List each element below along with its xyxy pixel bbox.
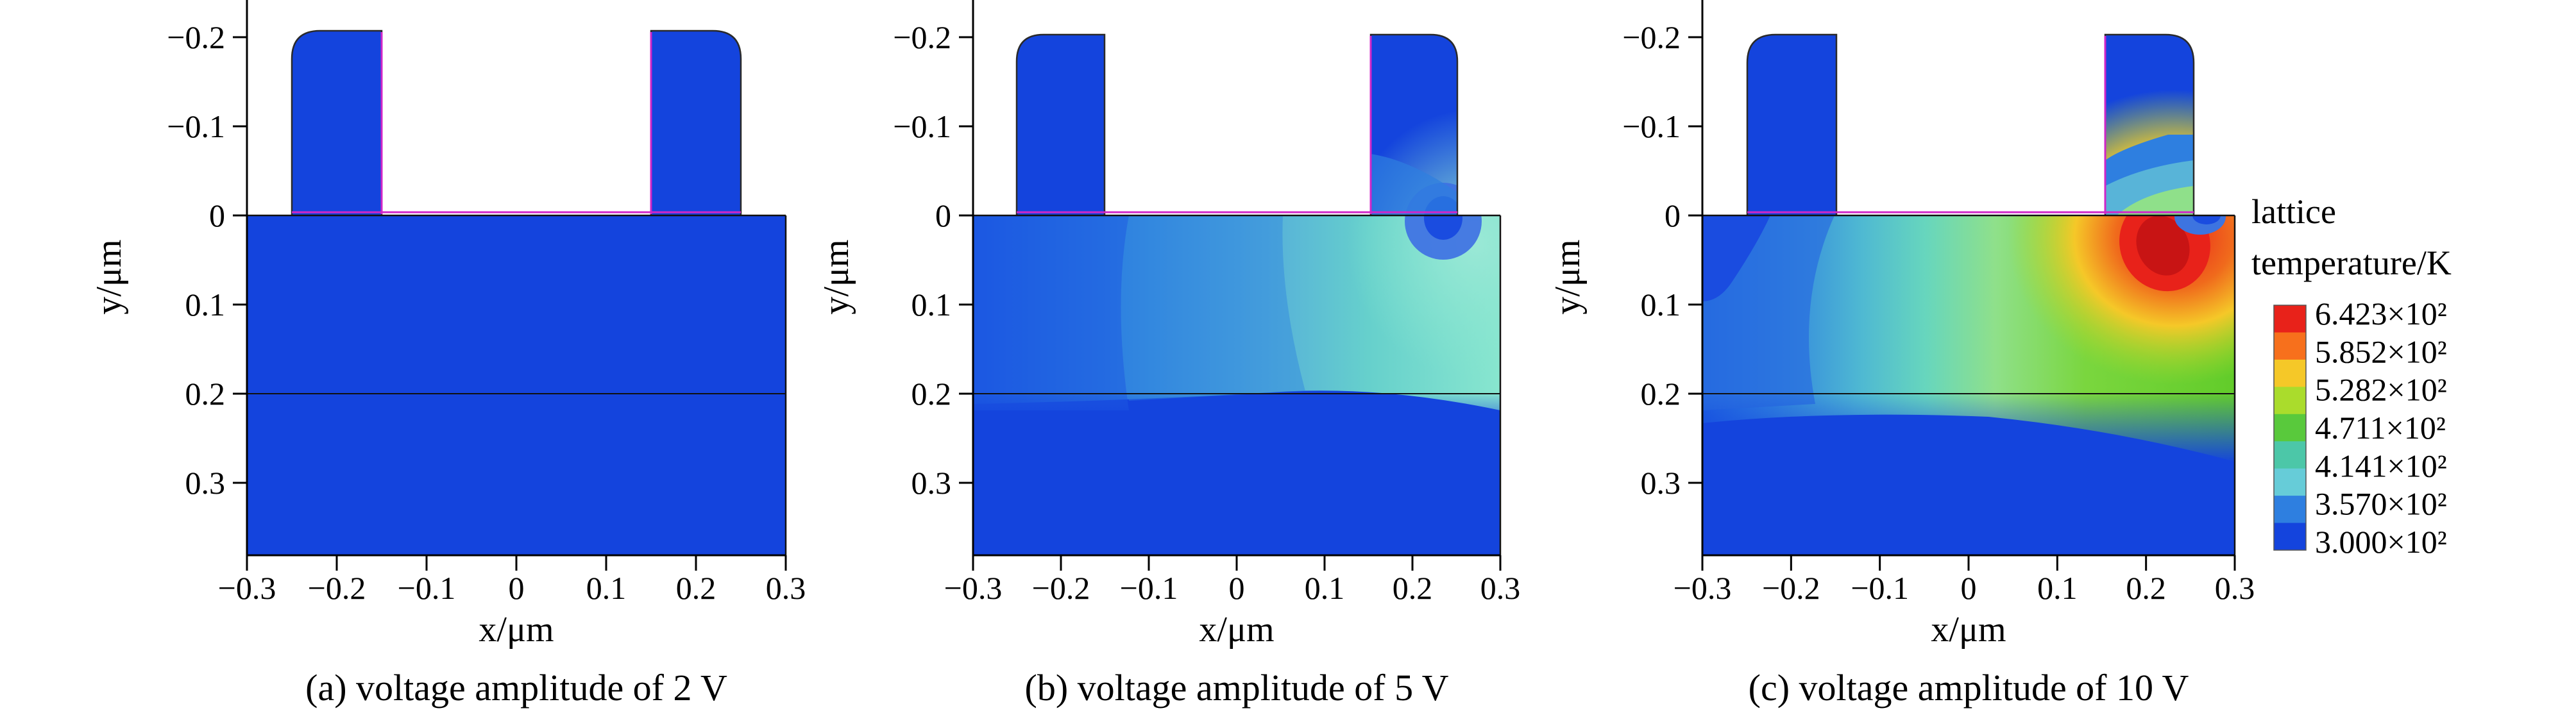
y-tick-label: 0.2 [1641,376,1681,412]
x-tick-label: 0 [509,570,525,606]
y-tick-label: 0.1 [911,287,952,323]
legend-title: lattice [2251,192,2336,231]
y-axis-ticks: −0.2 −0.1 0 0.1 0.2 0.3 [893,19,973,501]
y-tick-label: −0.2 [893,19,951,55]
colorbar-label: 3.000×10² [2315,524,2447,560]
x-tick-label: −0.3 [218,570,276,606]
panel-caption: (a) voltage amplitude of 2 V [305,667,727,709]
legend-title: temperature/K [2251,244,2452,282]
colorbar-segment [2274,523,2306,551]
device-field [247,31,786,555]
x-tick-label: 0 [1229,570,1245,606]
panel-c: −0.3 −0.2 −0.1 0 0.1 0.2 0.3 −0.2 −0.1 0 0.1 0.2 0.… [1548,0,2255,709]
x-tick-label: 0.3 [766,570,806,606]
y-tick-label: 0.2 [185,376,226,412]
y-tick-label: 0.2 [911,376,952,412]
x-tick-label: −0.3 [1674,570,1732,606]
x-tick-label: −0.1 [398,570,456,606]
y-tick-label: −0.2 [1622,19,1681,55]
colorbar-label: 4.141×10² [2315,448,2447,483]
y-axis-ticks: −0.2 −0.1 0 0.1 0.2 0.3 [167,19,247,501]
x-tick-label: 0.3 [2215,570,2255,606]
y-axis-title: y/μm [817,239,856,314]
colorbar-labels: 6.423×10²5.852×10²5.282×10²4.711×10²4.14… [2315,296,2447,560]
y-tick-label: −0.1 [893,108,951,144]
y-axis-ticks: −0.2 −0.1 0 0.1 0.2 0.3 [1622,19,1702,501]
panel-b: −0.3 −0.2 −0.1 0 0.1 0.2 0.3 −0.2 −0.1 0 0.1 0.2 0.… [817,0,1521,709]
y-tick-label: 0 [209,197,225,233]
y-tick-label: −0.2 [167,19,225,55]
device-outline [247,29,787,555]
x-tick-label: −0.2 [308,570,366,606]
x-axis-ticks: −0.3 −0.2 −0.1 0 0.1 0.2 0.3 [1674,555,2255,606]
x-tick-label: 0.1 [1305,570,1345,606]
panel-a: −0.3 −0.2 −0.1 0 0.1 0.2 0.3 −0.2 −0.1 0 0.1 0.2 0.… [89,0,806,709]
device-outline [973,33,1502,555]
colorbar-segment [2274,332,2306,360]
x-tick-label: −0.1 [1120,570,1178,606]
x-tick-label: 0.1 [2037,570,2078,606]
device-field [973,35,1500,555]
x-axis-ticks: −0.3 −0.2 −0.1 0 0.1 0.2 0.3 [218,555,806,606]
y-tick-label: 0.3 [1641,465,1681,501]
colorbar-label: 5.852×10² [2315,333,2447,369]
y-tick-label: 0.3 [911,465,952,501]
x-tick-label: −0.3 [944,570,1003,606]
y-tick-label: 0.3 [185,465,226,501]
x-tick-label: 0.2 [2126,570,2166,606]
colorbar-legend: lattice temperature/K 6.423×10²5.852×10²… [2251,192,2452,560]
x-axis-title: x/μm [1199,610,1274,650]
y-tick-label: 0 [1665,197,1681,233]
x-tick-label: 0.2 [1393,570,1433,606]
colorbar-segment [2274,441,2306,469]
colorbar-segment [2274,414,2306,442]
x-tick-label: 0.3 [1480,570,1521,606]
x-tick-label: −0.2 [1762,570,1820,606]
x-axis-title: x/μm [479,610,554,650]
colorbar-frame [2273,305,2307,551]
x-tick-label: −0.2 [1032,570,1090,606]
colorbar-segment [2274,468,2306,496]
colorbar-segment [2274,359,2306,387]
y-axis-title: y/μm [1548,239,1588,314]
y-tick-label: 0.1 [1641,287,1681,323]
colorbar-segment [2274,305,2306,333]
panel-caption: (b) voltage amplitude of 5 V [1025,667,1449,709]
x-tick-label: 0.1 [586,570,627,606]
y-tick-label: −0.1 [167,108,225,144]
colorbar-label: 3.570×10² [2315,486,2447,522]
x-axis-ticks: −0.3 −0.2 −0.1 0 0.1 0.2 0.3 [944,555,1521,606]
x-tick-label: 0 [1961,570,1977,606]
y-tick-label: −0.1 [1622,108,1681,144]
panel-caption: (c) voltage amplitude of 10 V [1749,667,2189,709]
x-axis-title: x/μm [1931,610,2006,650]
x-tick-label: −0.1 [1851,570,1909,606]
colorbar [2273,305,2307,551]
device-field [1702,35,2235,555]
colorbar-label: 6.423×10² [2315,296,2447,331]
colorbar-segment [2274,496,2306,524]
device-outline [1702,33,2236,555]
x-tick-label: 0.2 [676,570,716,606]
y-tick-label: 0 [935,197,951,233]
colorbar-segment [2274,387,2306,415]
y-axis-title: y/μm [89,239,129,314]
colorbar-label: 5.282×10² [2315,372,2447,408]
colorbar-label: 4.711×10² [2315,410,2446,446]
y-tick-label: 0.1 [185,287,226,323]
